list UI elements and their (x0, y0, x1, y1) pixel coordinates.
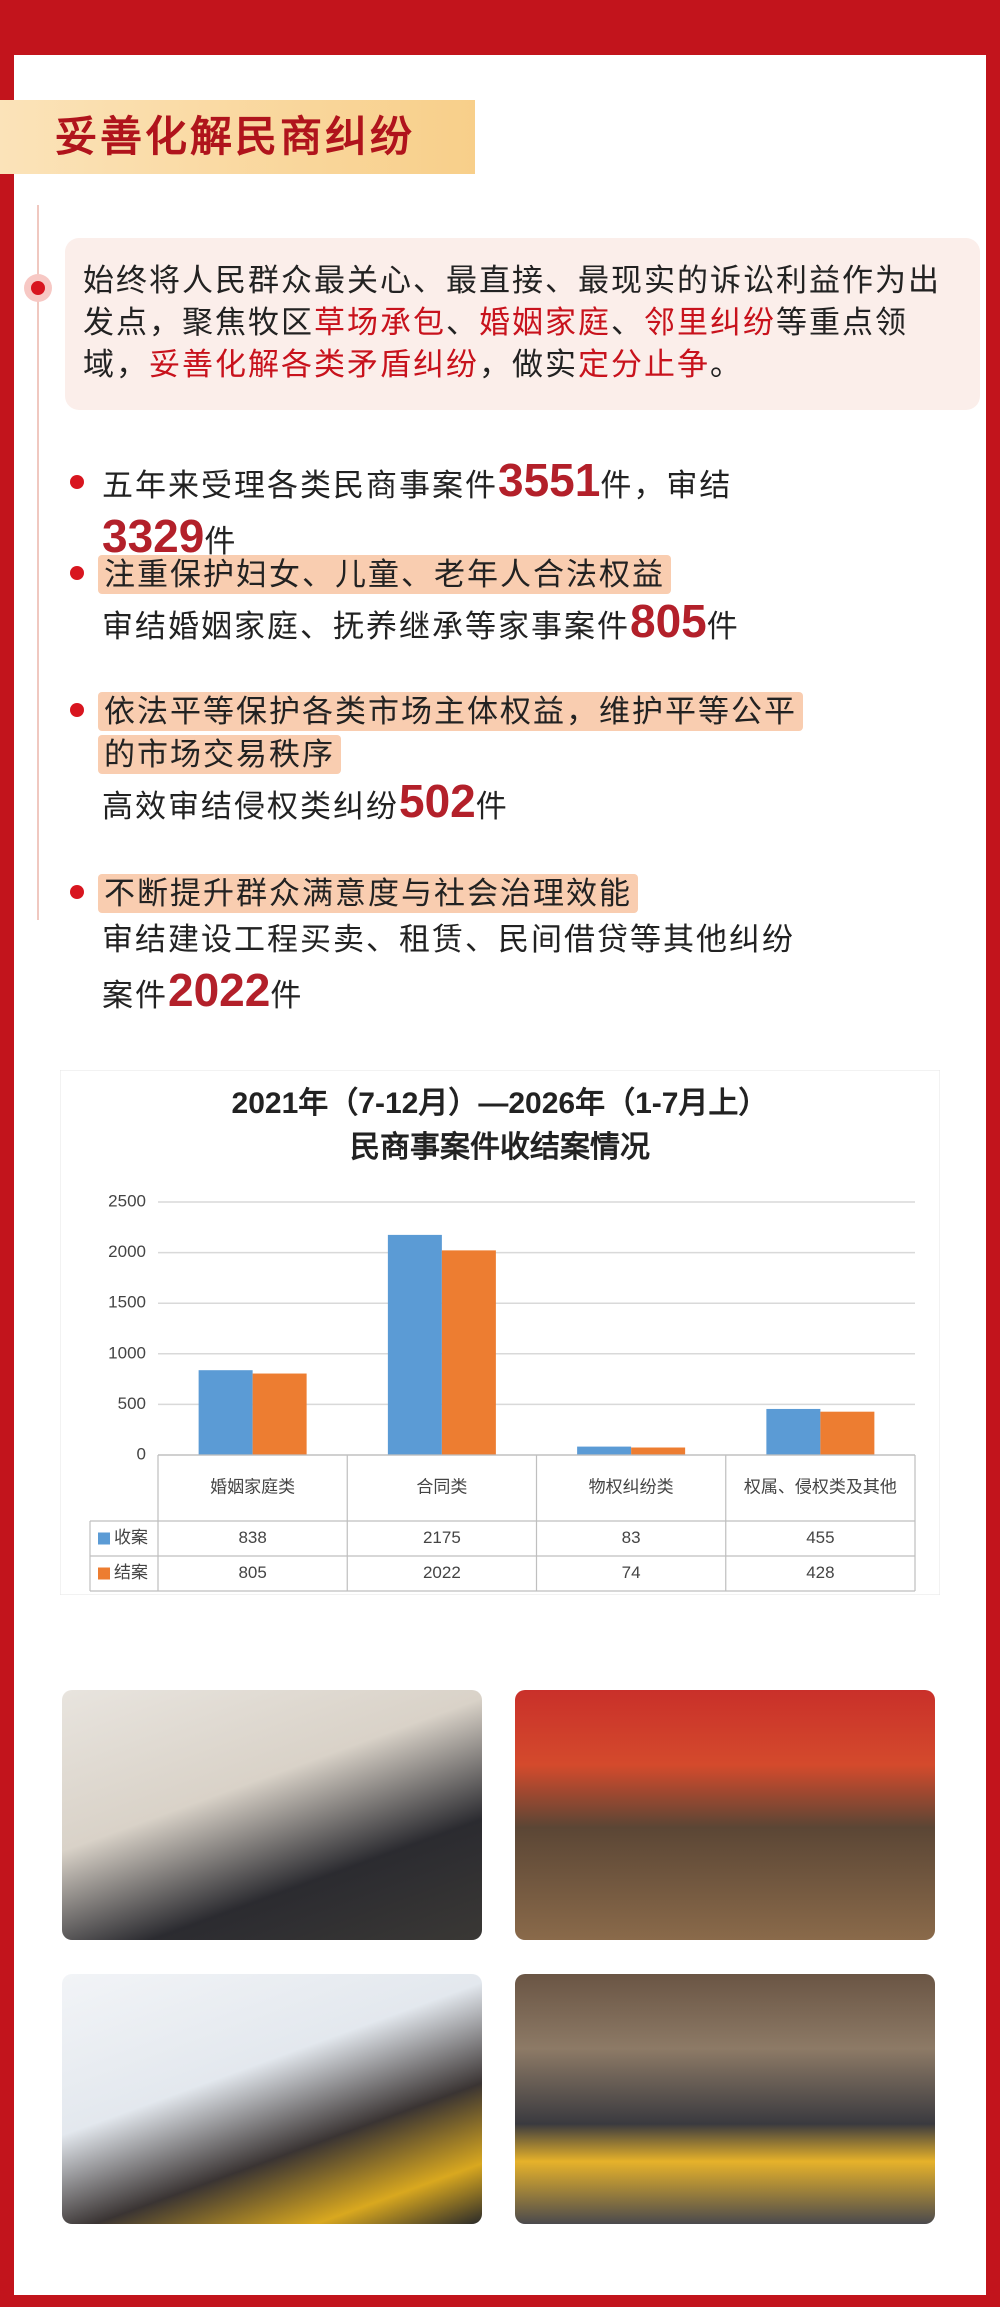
chart-frame (60, 1070, 940, 1595)
bullet: 五年来受理各类民商事案件3551件，审结 3329件 (70, 455, 830, 567)
bullet-line: 审结婚姻家庭、抚养继承等家事案件805件 (102, 596, 822, 652)
bullet-dot (70, 885, 84, 899)
legend-label: 结案 (114, 1563, 148, 1582)
heading-text: 不断提升群众满意度与社会治理效能 (98, 874, 638, 913)
bullet-line: 高效审结侵权类纠纷502件 (102, 776, 822, 832)
highlight-text: 邻里纠纷 (644, 305, 776, 340)
x-tick-label: 婚姻家庭类 (210, 1477, 295, 1496)
chart-title: 民商事案件收结案情况 (350, 1130, 650, 1164)
highlight-text: 草场承包 (314, 305, 446, 340)
photo (515, 1690, 935, 1940)
bullet-text: 件 (706, 609, 740, 644)
stat-number: 805 (630, 595, 707, 647)
x-tick-label: 权属、侵权类及其他 (744, 1477, 897, 1496)
bar (387, 1234, 442, 1455)
chart-title: 2021年（7-12月）—2026年（1-7月上） (232, 1086, 769, 1120)
heading-text: 依法平等保护各类市场主体权益，维护平等公平的市场交易秩序 (98, 692, 803, 774)
x-tick-label: 物权纠纷类 (589, 1477, 674, 1496)
intro-text: 。 (710, 347, 743, 382)
stat-number: 3551 (498, 454, 601, 506)
y-tick-label: 1500 (108, 1293, 146, 1312)
table-value: 455 (806, 1528, 834, 1547)
stat-number: 502 (399, 775, 476, 827)
intro-text: ，做实 (479, 347, 578, 382)
bullet-heading: 依法平等保护各类市场主体权益，维护平等公平的市场交易秩序 (98, 690, 818, 776)
table-value: 2175 (423, 1528, 461, 1547)
bullet-heading: 不断提升群众满意度与社会治理效能 (98, 872, 818, 915)
bullet-dot (70, 703, 84, 717)
photo (62, 1974, 482, 2224)
timeline (37, 205, 39, 920)
heading-text: 注重保护妇女、儿童、老年人合法权益 (98, 555, 671, 594)
title-banner (0, 100, 475, 174)
bullet: 依法平等保护各类市场主体权益，维护平等公平的市场交易秩序 高效审结侵权类纠纷502… (70, 690, 830, 832)
photo (62, 1690, 482, 1940)
bullet-text: 件 (270, 978, 304, 1013)
bullet-dot (70, 475, 84, 489)
chart: 2021年（7-12月）—2026年（1-7月上） 民商事案件收结案情况 0 500 1… (60, 1070, 940, 1595)
bar (820, 1411, 875, 1455)
bullet-text: 审结婚姻家庭、抚养继承等家事案件 (102, 609, 630, 644)
highlight-text: 婚姻家庭 (479, 305, 611, 340)
intro-dot (24, 274, 52, 302)
y-tick-label: 0 (137, 1444, 146, 1463)
y-tick-label: 500 (118, 1394, 146, 1413)
bar (252, 1373, 307, 1455)
intro-text: 、 (611, 305, 644, 340)
intro-text: 始终将人民群众最关心、最直接、最现实的诉讼利益作为出发点，聚焦牧区 (83, 263, 941, 340)
y-tick-label: 2500 (108, 1191, 146, 1210)
bullet: 注重保护妇女、儿童、老年人合法权益 审结婚姻家庭、抚养继承等家事案件805件 (70, 553, 830, 652)
bullet-text: 件 (204, 524, 238, 559)
intro-text: 等重点领域， (83, 305, 908, 382)
bullet-dot (70, 566, 84, 580)
bar (631, 1447, 686, 1455)
bar (766, 1408, 821, 1455)
bullet-text: 件，审结 (600, 468, 733, 503)
table-value: 428 (806, 1563, 834, 1582)
table-value: 838 (238, 1528, 266, 1547)
y-tick-label: 1000 (108, 1343, 146, 1362)
legend-swatch (98, 1532, 110, 1545)
bar (441, 1250, 496, 1455)
bullet-text: 五年来受理各类民商事案件 (102, 468, 498, 503)
y-tick-label: 2000 (108, 1242, 146, 1261)
table-value: 805 (238, 1563, 266, 1582)
bullet-line: 审结建设工程买卖、租赁、民间借贷等其他纠纷案件2022件 (102, 915, 822, 1021)
bullet-line: 五年来受理各类民商事案件3551件，审结 3329件 (102, 455, 822, 567)
bar (577, 1446, 632, 1455)
bullet-heading: 注重保护妇女、儿童、老年人合法权益 (98, 553, 818, 596)
bar (198, 1370, 253, 1455)
intro-text: 、 (446, 305, 479, 340)
highlight-text: 定分止争 (578, 347, 710, 382)
stat-number: 2022 (168, 964, 271, 1016)
stat-number: 3329 (102, 510, 205, 562)
photo (515, 1974, 935, 2224)
table-value: 2022 (423, 1563, 461, 1582)
table-value: 83 (622, 1528, 641, 1547)
bullet-text: 件 (475, 789, 509, 824)
legend-swatch (98, 1567, 110, 1580)
table-value: 74 (622, 1563, 641, 1582)
legend-label: 收案 (114, 1528, 148, 1547)
section-title: 妥善化解民商纠纷 (55, 113, 416, 160)
bullet: 不断提升群众满意度与社会治理效能 审结建设工程买卖、租赁、民间借贷等其他纠纷案件2… (70, 872, 830, 1021)
x-tick-label: 合同类 (416, 1477, 467, 1496)
intro-box: 始终将人民群众最关心、最直接、最现实的诉讼利益作为出发点，聚焦牧区草场承包、婚姻… (65, 238, 980, 410)
bullet-text: 高效审结侵权类纠纷 (102, 789, 399, 824)
highlight-text: 妥善化解各类矛盾纠纷 (149, 347, 479, 382)
bullet-text: 审结建设工程买卖、租赁、民间借贷等其他纠纷案件 (102, 922, 795, 1013)
